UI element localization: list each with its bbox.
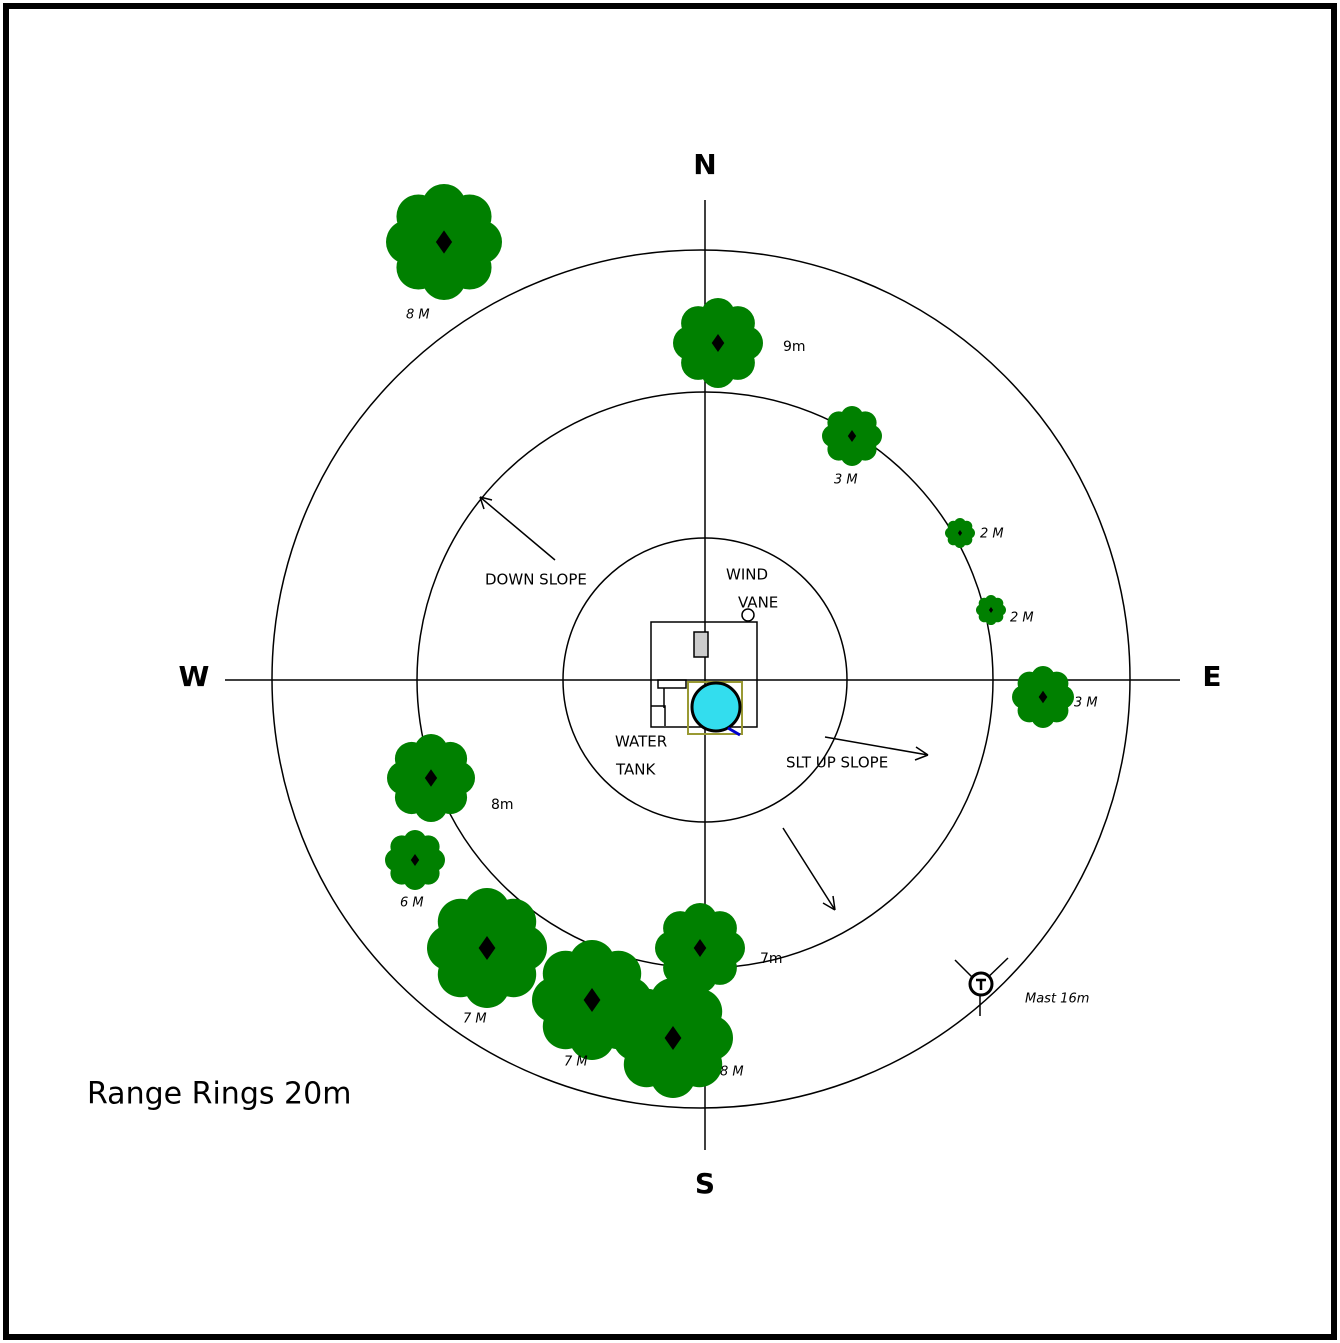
mast-symbol [954,957,1009,1016]
south-label: S [695,1167,715,1200]
tree-label: 6 M [400,896,424,911]
north-label: N [693,148,716,181]
east-label: E [1202,660,1221,693]
tree-label: 8 M [406,308,430,323]
up-slope-label: SLT UP SLOPE [786,754,888,772]
wind-vane-label: VANE [738,594,778,612]
tree-label: 2 M [980,527,1004,542]
tree-label: 9m [783,339,806,355]
tree-label: 8 M [720,1065,744,1080]
tree-label: 2 M [1010,611,1034,626]
water-tank-label: TANK [615,761,656,779]
frame [3,3,1337,1340]
tree-label: 3 M [1074,696,1098,711]
down-slope-label: DOWN SLOPE [485,571,587,589]
tree-label: 3 M [834,473,858,488]
tree-label: 7 M [463,1012,487,1027]
wind-vane-label: WIND [726,566,768,584]
slope-arrows [479,496,929,911]
tree-label: 8m [491,797,514,813]
water-tank-label: WATER [615,733,667,751]
station-building [650,608,758,737]
tree-label: 7m [760,951,783,967]
tree-label: 7 M [564,1055,588,1070]
legend: Range Rings 20m [87,1077,351,1112]
west-label: W [179,660,210,693]
mast-label: Mast 16m [1025,992,1089,1007]
